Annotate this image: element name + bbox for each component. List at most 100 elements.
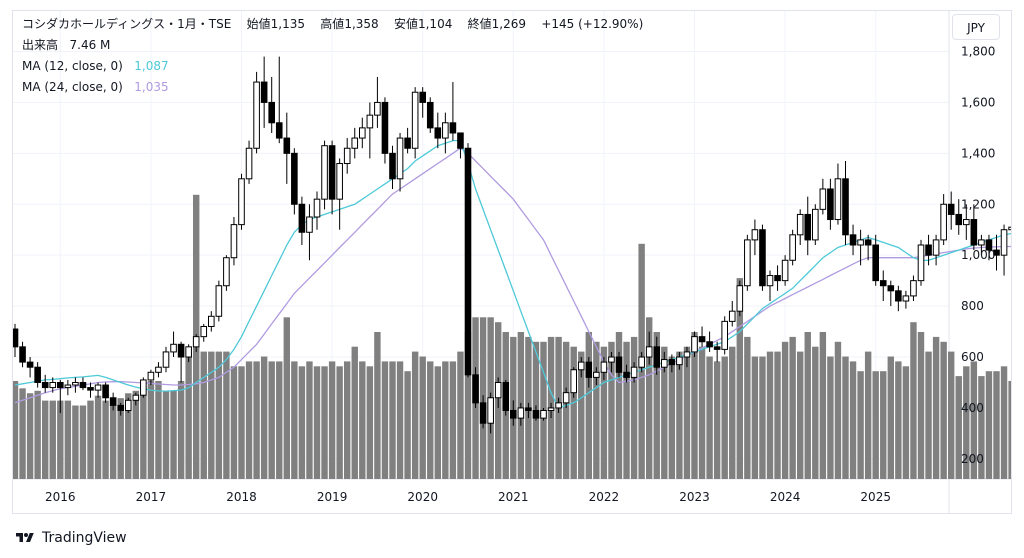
open-value: 1,135: [270, 17, 305, 31]
x-tick-label: 2016: [45, 490, 76, 504]
candle-body-up: [789, 234, 796, 261]
candle-body-down: [389, 152, 396, 180]
candle: [661, 351, 668, 373]
volume-bar: [396, 361, 404, 479]
volume-bar: [57, 400, 64, 479]
candle-body-down: [532, 409, 540, 419]
candle: [547, 402, 555, 419]
candle: [917, 239, 925, 286]
candle: [94, 382, 102, 398]
candle: [1008, 226, 1011, 231]
candle: [645, 331, 653, 365]
volume-bar: [615, 332, 623, 479]
candle-body-up: [736, 285, 744, 312]
candle-body-down: [842, 178, 849, 236]
volume-bar: [344, 361, 351, 479]
currency-button[interactable]: JPY: [952, 14, 1000, 40]
candle-body-down: [623, 371, 630, 378]
candle-body-down: [117, 404, 125, 411]
legend-ma12-row[interactable]: MA (12, close, 0) 1,087: [22, 58, 169, 74]
candle: [366, 102, 374, 159]
candle-body-up: [336, 163, 343, 200]
candle-body-up: [978, 239, 985, 246]
candle: [608, 351, 615, 373]
candle: [411, 87, 419, 159]
candle-body-down: [706, 341, 713, 348]
candle: [796, 209, 804, 245]
candle: [804, 196, 812, 256]
candle-body-down: [419, 91, 426, 103]
candle-body-up: [932, 239, 940, 256]
candle-body-up: [140, 379, 147, 396]
volume-bar: [683, 346, 691, 479]
volume-bar: [381, 361, 389, 479]
volume-bar: [26, 393, 34, 479]
volume-bar: [872, 371, 879, 479]
y-tick-label: 400: [961, 401, 984, 415]
candle: [200, 323, 208, 342]
volume-bar: [260, 356, 268, 479]
x-tick-label: 2025: [860, 490, 891, 504]
candle: [736, 280, 744, 317]
volume-bar: [630, 336, 638, 479]
legend-ma24-row[interactable]: MA (24, close, 0) 1,035: [22, 79, 169, 95]
x-tick-label: 2022: [589, 490, 620, 504]
volume-bar: [19, 388, 26, 479]
candle-body-down: [668, 359, 676, 366]
candle: [570, 367, 578, 398]
volume-bar: [253, 361, 260, 479]
candle-body-up: [155, 366, 162, 373]
candle-body-down: [970, 219, 978, 246]
candle: [79, 377, 87, 391]
volume-bar: [215, 351, 223, 479]
tradingview-brand[interactable]: TradingView: [14, 528, 127, 548]
candle: [328, 140, 336, 215]
candle-body-up: [812, 208, 819, 241]
candle-body-up: [132, 394, 140, 401]
volume-bar: [661, 346, 668, 479]
candle: [109, 392, 117, 411]
volume-bar: [200, 351, 207, 479]
volume-bar: [72, 405, 79, 479]
volume-bar: [434, 366, 441, 479]
candle: [630, 362, 638, 383]
volume-bar: [442, 361, 449, 479]
candle-layer: [13, 56, 1011, 434]
candle: [313, 191, 321, 230]
candle: [124, 397, 132, 414]
candle-body-up: [676, 356, 683, 366]
candle-body-up: [910, 280, 917, 297]
candle-body-up: [691, 336, 698, 353]
candle: [155, 362, 162, 378]
candle-body-up: [1008, 226, 1011, 231]
candle: [963, 204, 970, 240]
candle: [744, 234, 751, 291]
candle-body-up: [744, 239, 751, 287]
volume-bar: [834, 341, 842, 479]
candle: [351, 127, 359, 159]
volume-bar: [600, 346, 608, 479]
volume-bar: [578, 351, 585, 479]
candle-body-up: [374, 101, 381, 116]
candle: [19, 341, 26, 368]
volume-bar: [162, 390, 170, 479]
volume-bar: [276, 361, 283, 479]
candle-body-down: [525, 407, 532, 411]
candle-body-up: [555, 402, 562, 409]
candle: [283, 112, 291, 184]
candle: [593, 367, 600, 386]
candle: [215, 280, 223, 322]
candle-body-up: [517, 407, 525, 419]
candle: [343, 138, 351, 174]
volume-bar: [230, 366, 238, 479]
candle: [789, 229, 796, 266]
volume-bar: [849, 361, 857, 479]
chart-frame: 200 400 600 800 1,000 1,200 1,400 1,600 1,800 20…: [12, 10, 1012, 514]
volume-bar: [751, 356, 759, 479]
volume-bar: [291, 361, 298, 479]
volume-bar: [812, 346, 819, 479]
candle: [947, 191, 955, 230]
close-value: 1,269: [491, 17, 527, 31]
chart-plot[interactable]: 200 400 600 800 1,000 1,200 1,400 1,600 1,800 20…: [13, 11, 1011, 513]
candle-body-down: [260, 81, 268, 103]
